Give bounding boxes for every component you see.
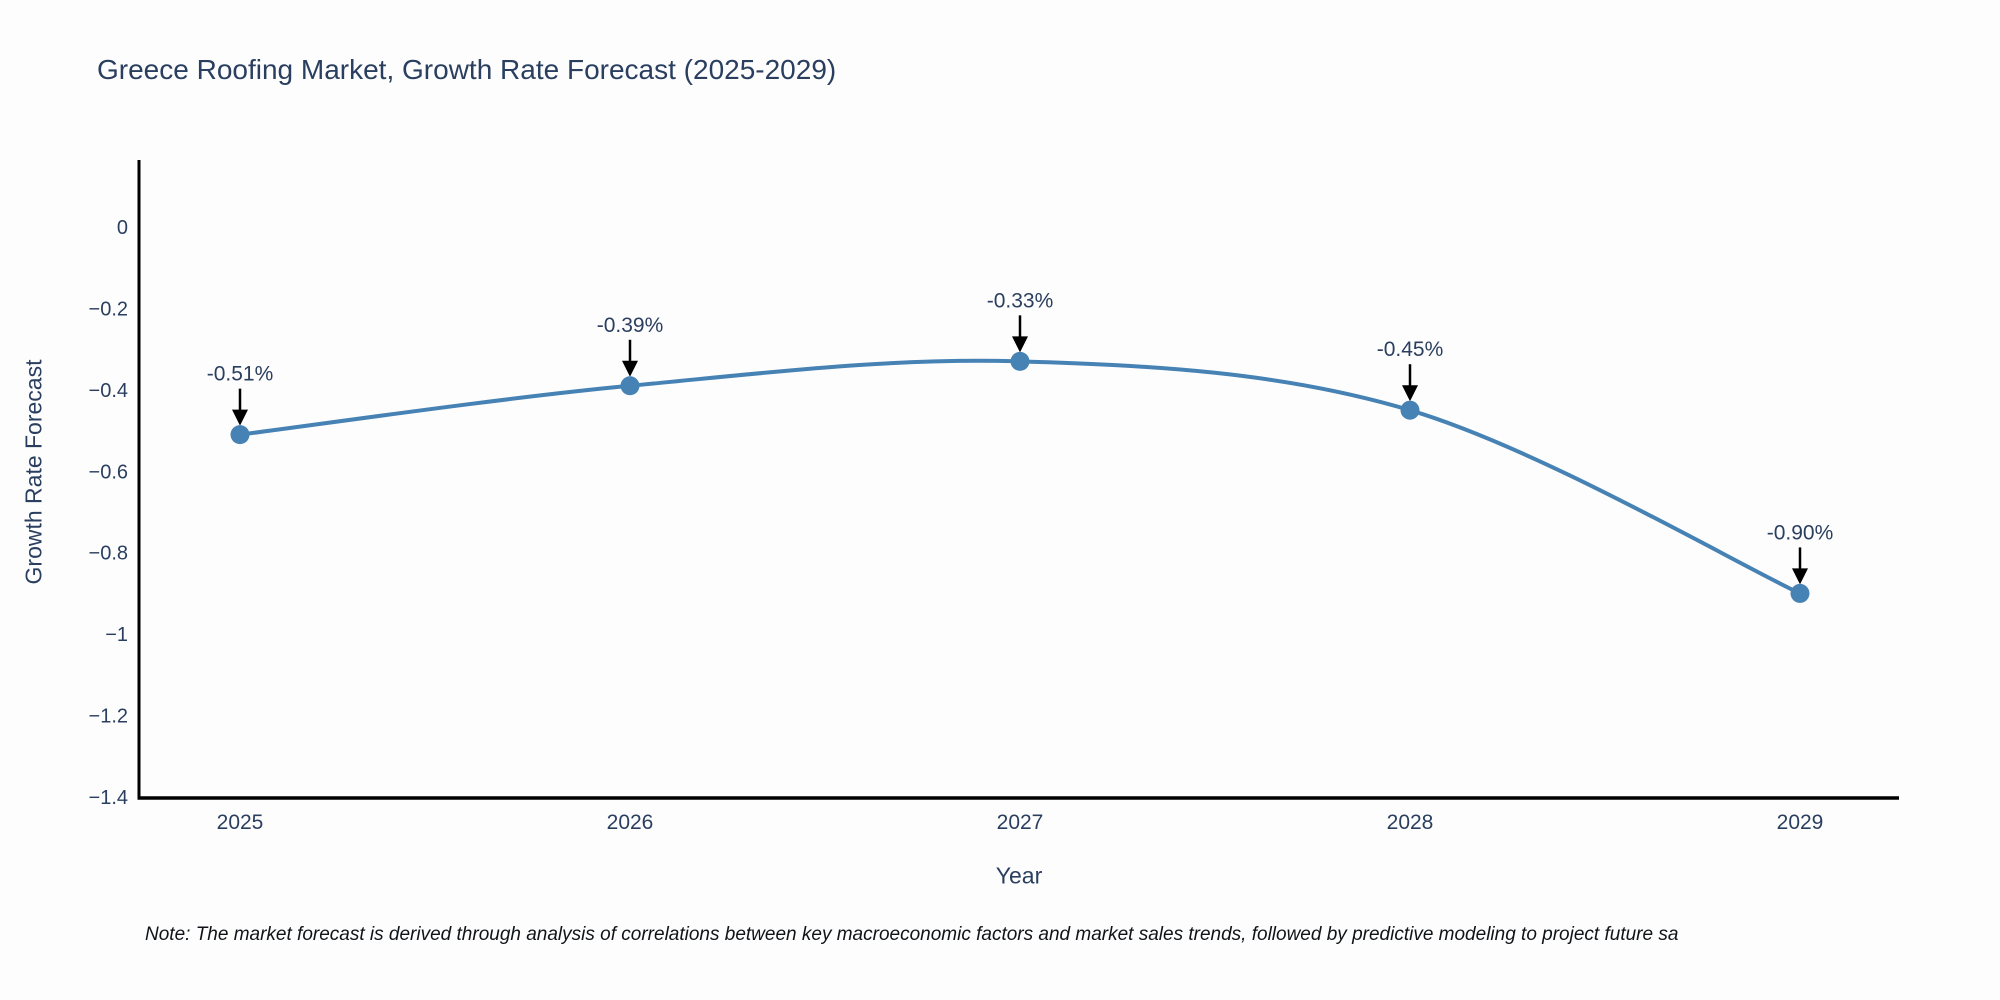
x-tick-label: 2025 [217, 811, 264, 834]
y-tick-label: −1 [105, 624, 128, 646]
y-tick-label: −0.2 [89, 298, 128, 320]
y-tick-label: −1.4 [89, 787, 128, 809]
y-tick-label: −0.8 [89, 543, 128, 565]
y-tick-label: −0.6 [89, 461, 128, 483]
y-tick-label: 0 [117, 217, 128, 239]
point-annotation-label: -0.90% [1767, 521, 1834, 544]
data-point-marker[interactable] [1790, 583, 1810, 603]
x-tick-label: 2027 [997, 811, 1044, 834]
x-tick-label: 2029 [1777, 811, 1824, 834]
series-line [238, 358, 1802, 596]
chart-title: Greece Roofing Market, Growth Rate Forec… [97, 54, 837, 85]
point-annotation-label: -0.39% [597, 314, 664, 337]
x-tick-label: 2028 [1387, 811, 1434, 834]
data-point-marker[interactable] [1010, 351, 1030, 371]
x-tick-label: 2026 [607, 811, 654, 834]
y-tick-label: −1.2 [89, 706, 128, 728]
footnote: Note: The market forecast is derived thr… [145, 924, 1679, 945]
annotation-arrowhead [622, 360, 638, 377]
data-point-marker[interactable] [230, 425, 250, 445]
annotation-arrowhead [1792, 568, 1808, 585]
y-tick-label: −0.4 [89, 380, 128, 402]
data-point-marker[interactable] [1400, 400, 1420, 420]
annotation-arrowhead [1402, 385, 1418, 402]
point-annotation-label: -0.51% [207, 363, 274, 386]
data-point-marker[interactable] [620, 376, 640, 396]
point-annotation-label: -0.33% [987, 289, 1054, 312]
annotation-arrowhead [232, 409, 248, 426]
point-annotation-label: -0.45% [1377, 338, 1444, 361]
x-axis-title: Year [995, 862, 1043, 889]
annotation-arrowhead [1012, 336, 1028, 353]
